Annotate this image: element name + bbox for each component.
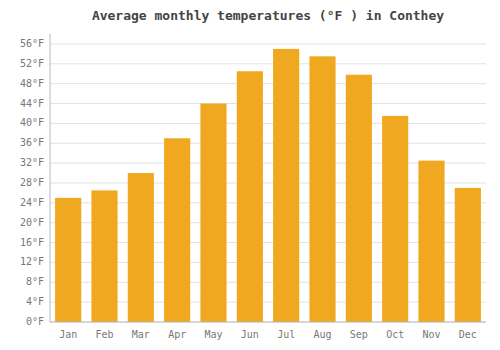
y-tick-label: 8°F — [26, 276, 44, 287]
x-tick-label: Oct — [386, 329, 404, 340]
y-tick-label: 48°F — [20, 78, 44, 89]
grid — [50, 44, 486, 322]
y-tick-label: 16°F — [20, 237, 44, 248]
bar — [455, 188, 481, 322]
grid-line — [50, 43, 486, 44]
grid-line — [50, 103, 486, 104]
x-tick-label: Feb — [95, 329, 113, 340]
y-tick-label: 52°F — [20, 58, 44, 69]
bar — [200, 104, 226, 322]
x-ticks: Jan Feb Mar Apr May Jun Jul Aug Sep Oct Nov Dec — [59, 329, 477, 340]
x-tick-label: May — [204, 329, 222, 340]
y-axis-line — [50, 34, 51, 322]
x-tick-label: Dec — [459, 329, 477, 340]
y-tick-label: 44°F — [20, 98, 44, 109]
y-ticks: 0°F 4°F 8°F 12°F 16°F 20°F 24°F 28°F 32°F 36°F 40°… — [20, 38, 44, 327]
x-tick-label: Sep — [350, 329, 368, 340]
grid-line — [50, 322, 486, 323]
title: Average monthly temperatures (°F ) in Co… — [92, 8, 444, 23]
bar — [55, 198, 81, 322]
x-tick-label: Jul — [277, 329, 295, 340]
x-tick-label: Aug — [313, 329, 331, 340]
bar — [309, 56, 335, 322]
bars — [55, 49, 481, 322]
bar — [346, 75, 372, 322]
bar — [382, 116, 408, 322]
x-tick-label: Apr — [168, 329, 186, 340]
x-tick-label: Jun — [241, 329, 259, 340]
grid-line — [50, 143, 486, 144]
y-tick-label: 32°F — [20, 157, 44, 168]
x-tick-label: Jan — [59, 329, 77, 340]
bar — [91, 190, 117, 322]
grid-line — [50, 83, 486, 84]
bar — [128, 173, 154, 322]
y-tick-label: 20°F — [20, 217, 44, 228]
y-tick-label: 56°F — [20, 38, 44, 49]
y-tick-label: 12°F — [20, 256, 44, 267]
y-tick-label: 24°F — [20, 197, 44, 208]
bar — [237, 71, 263, 322]
grid-line — [50, 123, 486, 124]
y-tick-label: 40°F — [20, 117, 44, 128]
x-tick-label: Mar — [132, 329, 150, 340]
grid-line — [50, 63, 486, 64]
y-tick-label: 0°F — [26, 316, 44, 327]
x-axis-line — [50, 322, 486, 323]
bar — [418, 161, 444, 322]
y-tick-label: 28°F — [20, 177, 44, 188]
chart-container: Average monthly temperatures (°F ) in Co… — [0, 0, 500, 350]
chart-svg: Average monthly temperatures (°F ) in Co… — [0, 0, 500, 350]
bar — [164, 138, 190, 322]
y-tick-label: 4°F — [26, 296, 44, 307]
y-tick-label: 36°F — [20, 137, 44, 148]
x-tick-label: Nov — [422, 329, 440, 340]
bar — [273, 49, 299, 322]
